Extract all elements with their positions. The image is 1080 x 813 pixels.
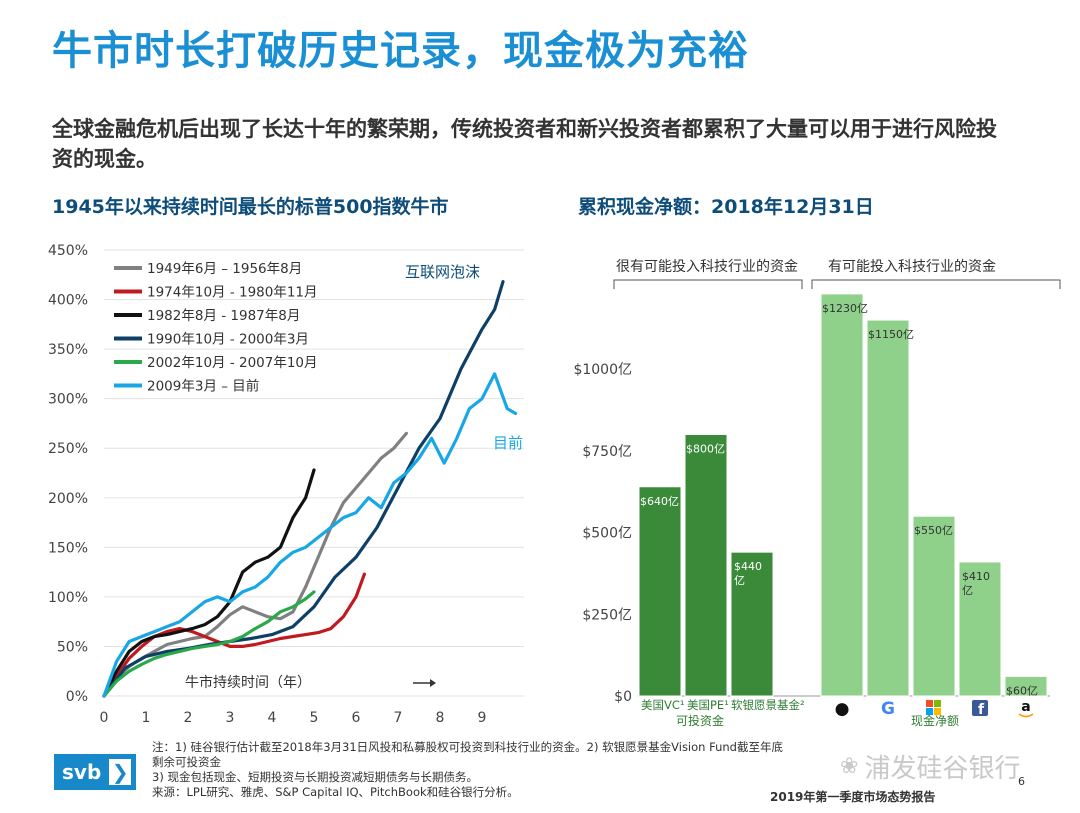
- report-name: 2019年第一季度市场态势报告: [770, 790, 936, 804]
- footnote-2: 3) 现金包括现金、短期投资与长期投资减短期债务与长期债务。: [152, 770, 478, 784]
- legend-entry: 1974年10月 - 1980年11月: [147, 285, 318, 301]
- line-y-tick-label: 450%: [48, 243, 88, 259]
- watermark: ❀ 浦发硅谷银行: [840, 748, 1020, 785]
- bar: [820, 293, 864, 697]
- bar-value-label: $1230亿: [822, 302, 868, 315]
- page-number: 6: [1018, 775, 1025, 788]
- bar-chart-title: 累积现金净额：2018年12月31日: [578, 196, 874, 218]
- line-x-tick-label: 9: [478, 710, 487, 726]
- page-subtitle: 全球金融危机后出现了长达十年的繁荣期，传统投资者和新兴投资者都累积了大量可以用于…: [52, 117, 997, 171]
- legend-entry: 1990年10月 - 2000年3月: [147, 332, 309, 348]
- bar: [866, 319, 910, 697]
- bracket-label: 很有可能投入科技行业的资金: [616, 259, 798, 275]
- legend-entry: 2002年10月 - 2007年10月: [147, 355, 318, 371]
- bar: [730, 551, 774, 697]
- bar-y-tick-label: $500亿: [582, 526, 632, 542]
- line-series: [102, 431, 408, 698]
- line-y-tick-label: 350%: [48, 342, 88, 358]
- line-x-tick-label: 7: [394, 710, 403, 726]
- line-x-tick-label: 0: [100, 710, 109, 726]
- line-y-tick-label: 150%: [48, 540, 88, 556]
- line-series: [102, 590, 316, 698]
- microsoft-icon: [934, 708, 941, 715]
- bracket-line: [811, 279, 1061, 289]
- line-x-tick-label: 4: [268, 710, 277, 726]
- line-y-tick-label: 400%: [48, 293, 88, 309]
- bar: [684, 433, 728, 697]
- bar-value-label: $800亿: [686, 442, 725, 455]
- line-series: [102, 280, 505, 698]
- microsoft-icon: [934, 700, 941, 707]
- line-x-tick-label: 2: [184, 710, 193, 726]
- bar-category-label: 软银愿景基金²: [731, 698, 805, 712]
- line-y-tick-label: 250%: [48, 441, 88, 457]
- line-y-tick-label: 300%: [48, 392, 88, 408]
- group-label: 可投资金: [676, 713, 724, 728]
- amazon-smile-icon: [1018, 713, 1034, 718]
- bar-value-label: $550亿: [914, 524, 953, 537]
- bar-y-tick-label: $750亿: [582, 444, 632, 460]
- annotation-dotcom-bubble: 互联网泡沫: [405, 263, 480, 281]
- footnote-source: 来源：LPL研究、雅虎、S&P Capital IQ、PitchBook和硅谷银…: [152, 785, 519, 799]
- bar-value-label: $1150亿: [868, 328, 914, 341]
- line-series: [102, 468, 316, 698]
- amazon-icon: a: [1021, 699, 1030, 715]
- bar-value-label: 亿: [962, 584, 973, 597]
- annotation-current: 目前: [493, 434, 523, 452]
- bar-value-label: $410: [962, 570, 990, 583]
- svb-logo-text: svb: [62, 760, 102, 784]
- line-y-tick-label: 200%: [48, 491, 88, 507]
- group-label: 现金净额: [911, 713, 959, 728]
- bar-value-label: $440: [734, 560, 762, 573]
- footnote-1: 注：1) 硅谷银行估计截至2018年3月31日风投和私募股权可投资到科技行业的资…: [152, 740, 783, 769]
- google-icon: G: [881, 699, 895, 719]
- bar: [638, 486, 682, 697]
- footnotes: 注：1) 硅谷银行估计截至2018年3月31日风投和私募股权可投资到科技行业的资…: [152, 740, 792, 800]
- line-x-tick-label: 8: [436, 710, 445, 726]
- line-y-tick-label: 100%: [48, 590, 88, 606]
- line-series: [102, 372, 518, 698]
- bar-value-label: $640亿: [640, 495, 679, 508]
- line-x-tick-label: 5: [310, 710, 319, 726]
- line-x-tick-label: 3: [226, 710, 235, 726]
- legend-entry: 2009年3月 – 目前: [147, 378, 259, 395]
- chevron-right-icon: ❯: [109, 759, 132, 785]
- facebook-icon: [972, 700, 988, 716]
- bar-y-tick-label: $250亿: [582, 607, 632, 623]
- watermark-text: 浦发硅谷银行: [864, 754, 1021, 784]
- legend-entry: 1949年6月 – 1956年8月: [147, 261, 302, 277]
- bar-y-tick-label: $0: [614, 689, 632, 705]
- arrow-head-icon: [430, 679, 436, 687]
- apple-icon: ●: [835, 699, 850, 719]
- svb-logo: svb ❯: [54, 754, 136, 790]
- facebook-letter: f: [978, 702, 985, 718]
- bar-category-label: 美国VC¹: [641, 698, 685, 712]
- bar: [1004, 675, 1048, 697]
- wechat-icon: ❀: [840, 754, 859, 779]
- legend-entry: 1982年8月 - 1987年8月: [147, 308, 300, 324]
- line-series: [102, 572, 366, 698]
- line-chart-title: 1945年以来持续时间最长的标普500指数牛市: [52, 196, 449, 218]
- bar: [912, 515, 956, 697]
- bar-y-tick-label: $1000亿: [573, 362, 632, 378]
- microsoft-icon: [926, 708, 933, 715]
- line-x-tick-label: 6: [352, 710, 361, 726]
- bar-value-label: 亿: [734, 574, 745, 587]
- bar: [958, 561, 1002, 697]
- line-y-tick-label: 0%: [66, 689, 88, 705]
- bracket-line: [613, 279, 803, 289]
- bar-value-label: $60亿: [1006, 684, 1038, 697]
- page-title: 牛市时长打破历史记录，现金极为充裕: [52, 28, 749, 74]
- line-x-axis-label: 牛市持续时间（年）: [185, 674, 311, 691]
- line-y-tick-label: 50%: [57, 639, 88, 655]
- bracket-label: 有可能投入科技行业的资金: [828, 259, 996, 275]
- line-x-tick-label: 1: [142, 710, 151, 726]
- microsoft-icon: [926, 700, 933, 707]
- bar-category-label: 美国PE¹: [687, 698, 729, 712]
